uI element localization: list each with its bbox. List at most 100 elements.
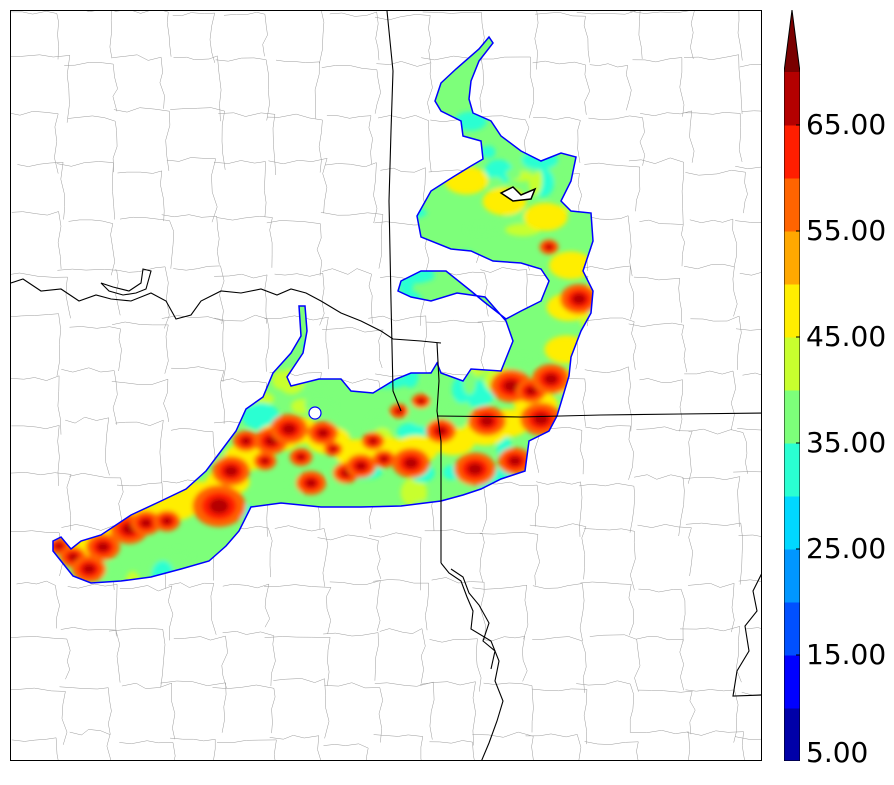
reflectivity-texture bbox=[302, 339, 343, 351]
interior-gap bbox=[499, 186, 537, 202]
reflectivity-map bbox=[11, 11, 761, 760]
storm-cell-core bbox=[241, 437, 251, 445]
reflectivity-texture bbox=[162, 98, 187, 117]
reflectivity-texture bbox=[163, 548, 194, 565]
reflectivity-texture bbox=[515, 521, 548, 537]
reflectivity-texture bbox=[125, 571, 140, 583]
colorbar-extend-arrow bbox=[784, 10, 800, 72]
storm-cell-core bbox=[503, 379, 519, 393]
storm-cell-core bbox=[545, 244, 553, 250]
colorbar-segment bbox=[784, 655, 800, 709]
reflectivity-texture bbox=[58, 100, 76, 128]
reflectivity-texture bbox=[262, 332, 293, 350]
reflectivity-texture bbox=[108, 153, 134, 169]
reflectivity-texture bbox=[126, 430, 141, 446]
reflectivity-texture bbox=[88, 214, 104, 244]
reflectivity-texture bbox=[256, 569, 291, 583]
reflectivity-texture bbox=[291, 548, 325, 562]
colorbar-segment bbox=[784, 337, 800, 391]
reflectivity-texture bbox=[526, 502, 560, 515]
reflectivity-texture bbox=[500, 354, 537, 367]
storm-cell-core bbox=[355, 461, 367, 471]
reflectivity-texture bbox=[53, 48, 63, 63]
storm-cell-core bbox=[368, 437, 378, 445]
reflectivity-texture bbox=[272, 370, 289, 390]
reflectivity-texture bbox=[325, 128, 341, 139]
reflectivity-texture bbox=[98, 194, 133, 206]
reflectivity-texture bbox=[372, 252, 396, 273]
reflectivity-texture bbox=[179, 443, 206, 463]
reflectivity-texture bbox=[186, 172, 217, 186]
reflectivity-texture bbox=[234, 110, 254, 139]
reflectivity-texture bbox=[110, 168, 138, 185]
reflectivity-texture bbox=[182, 283, 214, 304]
reflectivity-texture bbox=[167, 317, 197, 345]
reflectivity-texture bbox=[53, 286, 91, 315]
reflectivity-texture bbox=[531, 123, 557, 148]
reflectivity-texture bbox=[67, 508, 99, 524]
interior-gap bbox=[308, 406, 322, 420]
reflectivity-texture bbox=[352, 547, 375, 570]
reflectivity-texture bbox=[297, 231, 310, 250]
reflectivity-texture bbox=[481, 554, 497, 582]
reflectivity-texture bbox=[160, 180, 191, 200]
reflectivity-texture bbox=[383, 94, 419, 111]
colorbar-tick-label: 35.00 bbox=[806, 426, 887, 459]
reflectivity-texture bbox=[454, 111, 487, 131]
storm-cell-core bbox=[508, 456, 522, 466]
reflectivity-texture bbox=[368, 376, 408, 389]
reflectivity-texture bbox=[407, 51, 442, 69]
reflectivity-texture bbox=[53, 65, 64, 94]
reflectivity-texture bbox=[361, 101, 395, 120]
reflectivity-texture bbox=[294, 191, 331, 215]
reflectivity-texture bbox=[225, 275, 246, 301]
reflectivity-texture bbox=[335, 579, 375, 583]
reflectivity-texture bbox=[562, 565, 587, 577]
reflectivity-texture bbox=[307, 532, 332, 558]
storm-cell-core bbox=[296, 453, 306, 461]
storm-cell-core bbox=[54, 542, 64, 550]
reflectivity-texture bbox=[80, 238, 96, 259]
reflectivity-texture bbox=[185, 189, 224, 208]
reflectivity-texture bbox=[153, 250, 186, 265]
reflectivity-texture bbox=[103, 153, 131, 175]
reflectivity-texture bbox=[267, 115, 295, 144]
storm-cell-core bbox=[305, 478, 317, 488]
storm-cell-core bbox=[162, 517, 172, 525]
reflectivity-texture bbox=[175, 254, 215, 280]
reflectivity-texture bbox=[271, 276, 296, 299]
reflectivity-texture bbox=[573, 438, 592, 466]
reflectivity-texture bbox=[286, 74, 302, 98]
reflectivity-texture bbox=[476, 66, 498, 88]
reflectivity-texture bbox=[154, 140, 170, 169]
reflectivity-texture bbox=[359, 120, 389, 131]
colorbar-tick-label: 15.00 bbox=[806, 638, 887, 671]
storm-cell-core bbox=[209, 498, 229, 514]
reflectivity-texture bbox=[506, 37, 545, 50]
reflectivity-texture bbox=[337, 328, 360, 351]
reflectivity-texture bbox=[360, 55, 392, 69]
storm-cell-core bbox=[260, 457, 270, 465]
reflectivity-texture bbox=[319, 324, 356, 348]
reflectivity-texture bbox=[68, 277, 84, 293]
reflectivity-texture bbox=[292, 85, 310, 116]
storm-cell-core bbox=[282, 423, 296, 435]
storm-cell-core bbox=[525, 386, 537, 396]
reflectivity-texture bbox=[144, 37, 172, 66]
reflectivity-band bbox=[444, 166, 489, 195]
reflectivity-texture bbox=[570, 194, 593, 212]
reflectivity-texture bbox=[160, 415, 182, 438]
storm-cell-core bbox=[435, 426, 447, 436]
reflectivity-texture bbox=[408, 103, 429, 134]
reflectivity-texture bbox=[545, 479, 580, 491]
reflectivity-texture bbox=[315, 37, 335, 50]
reflectivity-texture bbox=[189, 264, 223, 287]
storm-cell-core bbox=[480, 415, 494, 427]
storm-cell-core bbox=[572, 293, 586, 305]
reflectivity-texture bbox=[53, 384, 66, 396]
reflectivity-texture bbox=[462, 370, 476, 395]
storm-cell-core bbox=[140, 518, 152, 528]
reflectivity-texture bbox=[456, 541, 494, 567]
colorbar-segment bbox=[784, 708, 800, 761]
storm-cell-core bbox=[68, 553, 78, 561]
